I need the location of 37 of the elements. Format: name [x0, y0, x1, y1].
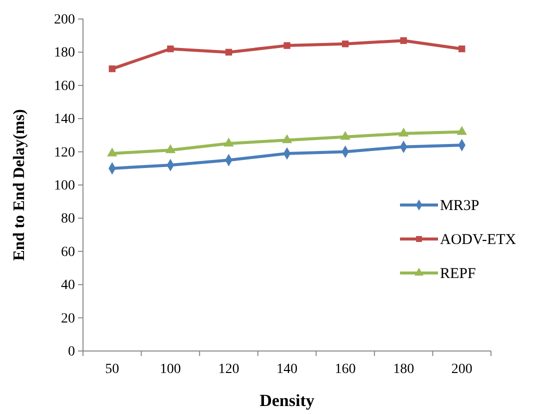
point	[225, 48, 232, 56]
y-tick-label: 180	[54, 46, 75, 61]
y-axis-title: End to End Delay(ms)	[11, 109, 28, 261]
point	[108, 65, 116, 72]
y-tick-label: 100	[54, 178, 75, 194]
y-tick-label: 0	[68, 344, 75, 360]
point	[165, 144, 176, 154]
point	[458, 46, 466, 52]
y-tick-label: 120	[54, 145, 75, 160]
x-tick-label: 200	[451, 362, 472, 377]
x-tick-label: 50	[105, 362, 120, 377]
point	[107, 148, 118, 156]
legend-label: MR3P	[440, 198, 480, 214]
point	[284, 42, 290, 49]
x-tick-label: 100	[160, 362, 181, 377]
y-tick-label: 40	[61, 278, 75, 294]
point	[456, 126, 467, 135]
legend-label: REPF	[440, 266, 476, 282]
y-tick-label: 80	[61, 212, 75, 227]
point	[398, 128, 409, 136]
x-tick-label: 180	[393, 362, 414, 377]
x-tick-label: 140	[276, 362, 298, 377]
x-axis-title: Density	[260, 391, 315, 410]
y-tick-label: 160	[54, 78, 75, 94]
point	[342, 40, 349, 48]
point	[167, 46, 174, 52]
point	[400, 37, 407, 44]
legend-label: AODV-ETX	[440, 232, 516, 248]
y-tick-label: 140	[54, 112, 75, 128]
x-tick-label: 120	[218, 362, 240, 377]
point	[282, 134, 292, 144]
x-tick-label: 160	[334, 362, 356, 377]
y-tick-label: 200	[54, 12, 75, 28]
point	[224, 138, 234, 146]
y-tick-label: 20	[61, 311, 75, 326]
point	[340, 130, 350, 140]
y-tick-label: 60	[61, 244, 75, 260]
